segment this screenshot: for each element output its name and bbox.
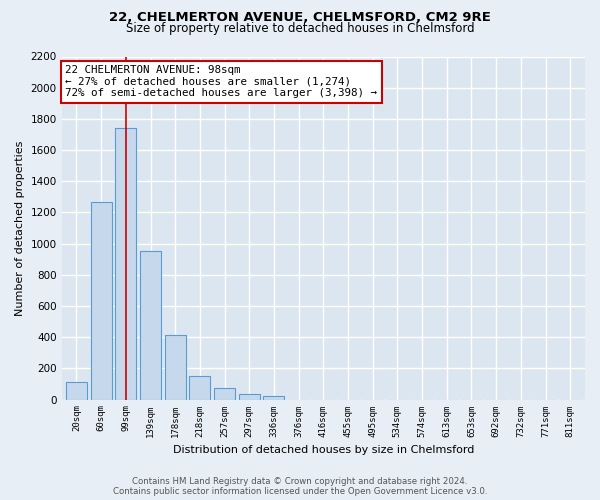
Bar	[239, 394, 260, 400]
X-axis label: Distribution of detached houses by size in Chelmsford: Distribution of detached houses by size …	[173, 445, 474, 455]
Bar	[66, 382, 87, 400]
Bar	[165, 335, 186, 400]
Bar	[214, 388, 235, 400]
Bar	[91, 202, 112, 400]
Bar	[140, 252, 161, 400]
Bar	[263, 396, 284, 400]
Text: Contains HM Land Registry data © Crown copyright and database right 2024.
Contai: Contains HM Land Registry data © Crown c…	[113, 476, 487, 496]
Text: 22 CHELMERTON AVENUE: 98sqm
← 27% of detached houses are smaller (1,274)
72% of : 22 CHELMERTON AVENUE: 98sqm ← 27% of det…	[65, 65, 377, 98]
Y-axis label: Number of detached properties: Number of detached properties	[15, 140, 25, 316]
Text: 22, CHELMERTON AVENUE, CHELMSFORD, CM2 9RE: 22, CHELMERTON AVENUE, CHELMSFORD, CM2 9…	[109, 11, 491, 24]
Bar	[190, 376, 211, 400]
Text: Size of property relative to detached houses in Chelmsford: Size of property relative to detached ho…	[125, 22, 475, 35]
Bar	[115, 128, 136, 400]
